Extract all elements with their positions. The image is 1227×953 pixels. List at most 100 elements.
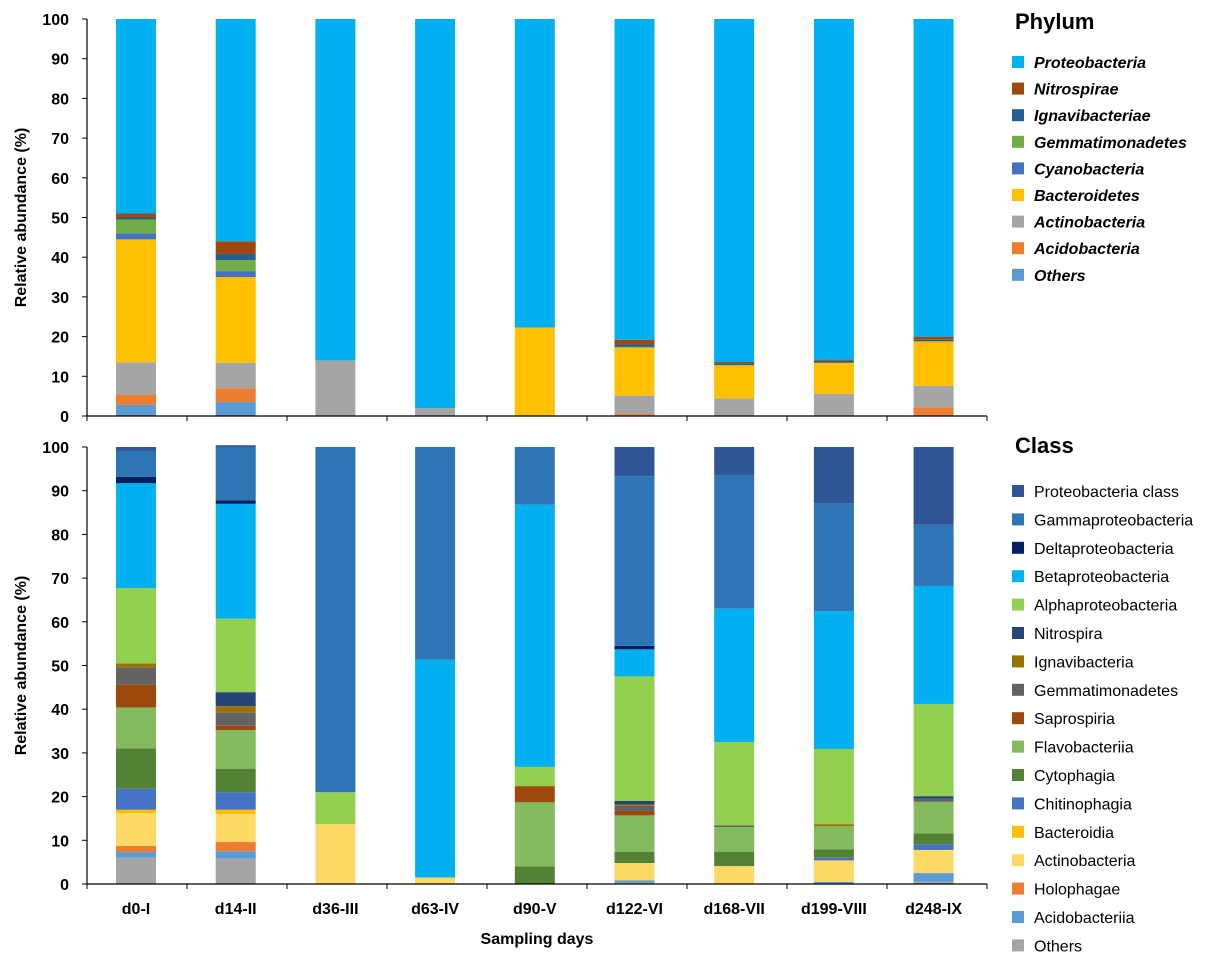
legend-label-cytophagia: Cytophagia — [1034, 768, 1115, 785]
bar-segment-betaproteobacteria-d14-ii — [215, 503, 256, 619]
legend-label-proteobacteria: Proteobacteria — [1034, 55, 1146, 72]
legend-swatch-gammaproteobacteria — [1012, 513, 1024, 526]
bar-segment-betaproteobacteria-d122-vi — [614, 649, 655, 677]
bar-segment-actinobacteria-d248-ix — [913, 385, 954, 408]
bar-segment-nitrospira-d248-ix — [913, 796, 954, 799]
bar-segment-alphaproteobacteria-d122-vi — [614, 676, 655, 801]
bar-segment-actinobacteria-d122-vi — [614, 395, 655, 414]
bar-segment-ignavibacteria-d14-ii — [215, 706, 256, 713]
bar-segment-alphaproteobacteria-d14-ii — [215, 618, 256, 693]
bar-segment-alphaproteobacteria-d90-v — [514, 766, 555, 787]
bar-segment-gammaproteobacteria-d122-vi — [614, 476, 655, 646]
bar-segment-actinobacteria-d0-i — [116, 362, 156, 395]
y-tick-label: 30 — [51, 290, 69, 307]
legend-swatch-others — [1012, 268, 1024, 281]
bar-segment-chitinophagia-d199-viii — [813, 857, 854, 861]
bar-segment-actinobacteria-d122-vi — [614, 863, 655, 881]
bar-segment-actinobacteria-d63-iv — [415, 408, 456, 416]
y-tick-label: 70 — [51, 131, 69, 148]
legend-label-actinobacteria: Actinobacteria — [1033, 215, 1145, 232]
legend-title: Class — [1015, 433, 1074, 458]
bar-segment-gemmatimonadetes-d0-i — [116, 219, 156, 234]
bar-segment-proteobacteria-d122-vi — [614, 19, 655, 340]
bar-segment-acidobacteriia-d199-viii — [813, 881, 854, 884]
bar-segment-proteobacteria-d14-ii — [215, 19, 256, 242]
bar-segment-actinobacteria-d36-iii — [315, 824, 356, 884]
bar-segment-ignavibacteria-d199-viii — [813, 824, 854, 827]
x-tick-label: d0-I — [122, 901, 150, 918]
legend-label-nitrospirae: Nitrospirae — [1034, 82, 1119, 99]
bar-segment-ignavibacteriae-d14-ii — [215, 254, 256, 260]
legend-swatch-others — [1012, 939, 1024, 952]
bar-segment-others-d248-ix — [913, 881, 954, 884]
legend-label-bacteroidia: Bacteroidia — [1034, 825, 1114, 842]
class-chart-panel: 0 10 20 30 40 50 60 70 80 90 100 d0-I d14-II d36-III d… — [13, 433, 1193, 953]
legend-label-proteobacteria-class: Proteobacteria class — [1034, 484, 1179, 501]
bar-segment-others-d0-i — [116, 404, 156, 416]
y-tick-label: 70 — [51, 571, 69, 588]
bar-segment-others-d14-ii — [215, 402, 256, 416]
bar-segment-cytophagia-d0-i — [116, 748, 156, 789]
bar-segment-proteobacteria-d0-i — [116, 19, 156, 214]
bar-segment-proteobacteria-d168-vii — [714, 19, 755, 363]
bar-segment-acidobacteria-d122-vi — [614, 413, 655, 416]
x-tick-label: d36-III — [312, 901, 358, 918]
bar-segment-acidobacteria-d14-ii — [215, 388, 256, 403]
bar-segment-proteobacteria-class-d14-ii — [215, 445, 256, 448]
bar-segment-alphaproteobacteria-d36-iii — [315, 792, 356, 825]
bar-segment-gammaproteobacteria-d14-ii — [215, 447, 256, 501]
y-tick-label: 50 — [51, 211, 69, 228]
bar-segment-flavobacteriia-d168-vii — [714, 827, 755, 852]
legend-label-betaproteobacteria: Betaproteobacteria — [1034, 569, 1169, 586]
x-tick-label: d63-IV — [411, 901, 459, 918]
bar-segment-ignavibacteriae-d199-viii — [813, 360, 854, 363]
y-tick-label: 50 — [51, 659, 69, 676]
bar-segment-deltaproteobacteria-d0-i — [116, 476, 156, 484]
bar-segment-actinobacteria-d248-ix — [913, 849, 954, 874]
bar-segment-bacteroidia-d0-i — [116, 809, 156, 814]
bar-segment-others-d122-vi — [614, 882, 655, 884]
legend-swatch-betaproteobacteria — [1012, 570, 1024, 583]
bar-segment-bacteroidetes-d14-ii — [215, 277, 256, 363]
legend-swatch-actinobacteria — [1012, 854, 1024, 867]
bar-segment-alphaproteobacteria-d248-ix — [913, 703, 954, 797]
bar-segment-proteobacteria-d248-ix — [913, 19, 954, 337]
legend-label-gammaproteobacteria: Gammaproteobacteria — [1034, 512, 1193, 529]
bar-segment-bacteroidetes-d248-ix — [913, 341, 954, 386]
bar-segment-betaproteobacteria-d168-vii — [714, 608, 755, 742]
legend-label-cyanobacteria: Cyanobacteria — [1034, 161, 1144, 178]
legend-label-bacteroidetes: Bacteroidetes — [1034, 188, 1140, 205]
y-tick-label: 80 — [51, 91, 69, 108]
bar-segment-bacteroidia-d14-ii — [215, 809, 256, 815]
bar-segment-gemmatimonadetes-d0-i — [116, 667, 156, 685]
bar-segment-ignavibacteriae-d0-i — [116, 217, 156, 220]
bar-segment-gemmatimonadetes-d122-vi — [614, 805, 655, 812]
bar-segment-betaproteobacteria-d199-viii — [813, 611, 854, 749]
y-tick-label: 10 — [51, 833, 69, 850]
bar-segment-gammaproteobacteria-d0-i — [116, 450, 156, 477]
y-tick-label: 20 — [51, 790, 69, 807]
y-axis-title: Relative abundance (%) — [13, 576, 30, 756]
bar-segment-gemmatimonadetes-d14-ii — [215, 259, 256, 272]
bar-segment-acidobacteriia-d14-ii — [215, 851, 256, 859]
bar-segment-betaproteobacteria-d248-ix — [913, 585, 954, 704]
bar-segment-nitrospirae-d168-vii — [714, 362, 755, 364]
bar-segment-proteobacteria-class-d122-vi — [614, 447, 655, 477]
legend-swatch-nitrospira — [1012, 627, 1024, 639]
bar-segment-proteobacteria-class-d168-vii — [714, 447, 755, 475]
bar-segment-proteobacteria-class-d248-ix — [913, 447, 954, 525]
bar-segment-gammaproteobacteria-d248-ix — [913, 524, 954, 586]
legend-swatch-proteobacteria — [1012, 56, 1024, 68]
bar-segment-chitinophagia-d14-ii — [215, 792, 256, 810]
legend-swatch-deltaproteobacteria — [1012, 541, 1024, 554]
legend-label-nitrospira: Nitrospira — [1034, 626, 1103, 643]
bar-segment-alphaproteobacteria-d168-vii — [714, 741, 755, 826]
bar-segment-gemmatimonadetes-d122-vi — [614, 346, 655, 348]
legend-label-ignavibacteria: Ignavibacteria — [1034, 654, 1134, 671]
y-tick-label: 100 — [42, 12, 69, 29]
y-tick-label: 0 — [60, 409, 69, 426]
x-tick-label: d168-VII — [704, 901, 765, 918]
bar-segment-acidobacteriia-d0-i — [116, 852, 156, 858]
bar-segment-bacteroidetes-d122-vi — [614, 347, 655, 396]
y-tick-label: 80 — [51, 527, 69, 544]
